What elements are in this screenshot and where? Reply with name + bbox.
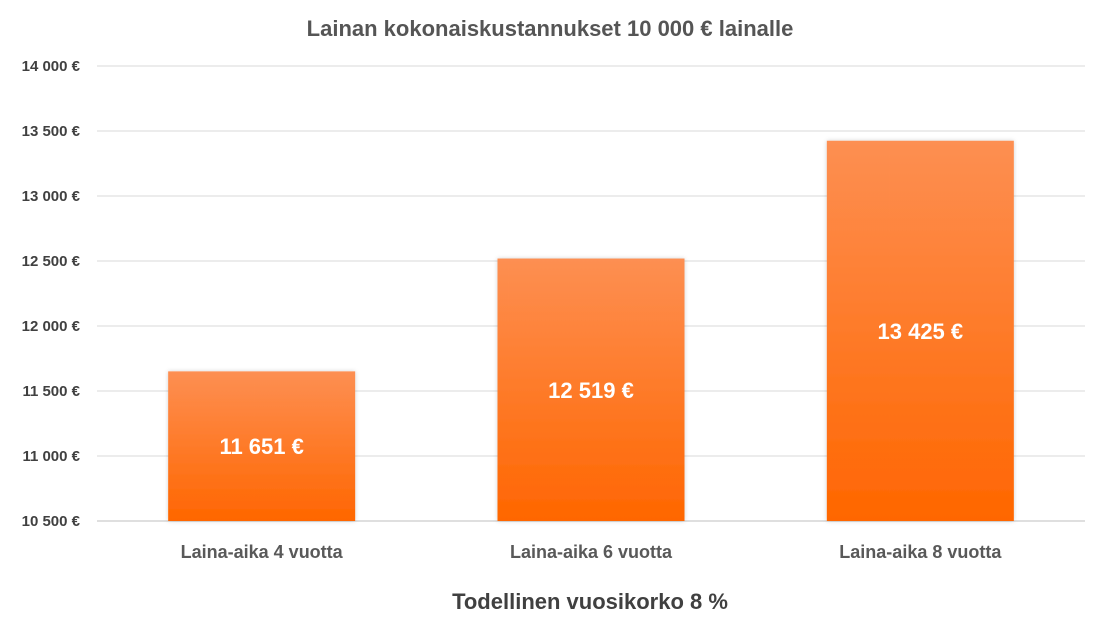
- data-label: 13 425 €: [878, 319, 964, 344]
- data-label: 11 651 €: [219, 434, 303, 459]
- x-axis-ticks: Laina-aika 4 vuotta Laina-aika 6 vuotta La…: [181, 542, 1003, 562]
- y-tick-label: 13 500 €: [22, 123, 81, 140]
- bars: 11 651 € 12 519 € 13 425 €: [168, 140, 1014, 521]
- x-tick-label: Laina-aika 4 vuotta: [181, 542, 344, 562]
- x-tick-label: Laina-aika 6 vuotta: [510, 542, 673, 562]
- x-axis-title: Todellinen vuosikorko 8 %: [452, 589, 728, 614]
- y-tick-label: 11 000 €: [22, 448, 80, 465]
- y-tick-label: 10 500 €: [22, 513, 81, 530]
- bar: [168, 371, 356, 521]
- y-tick-label: 11 500 €: [22, 383, 80, 400]
- y-tick-label: 14 000 €: [22, 58, 81, 75]
- y-tick-label: 12 000 €: [22, 318, 81, 335]
- x-tick-label: Laina-aika 8 vuotta: [839, 542, 1002, 562]
- y-tick-label: 12 500 €: [22, 253, 81, 270]
- bar: [497, 258, 685, 521]
- y-tick-label: 13 000 €: [22, 188, 81, 205]
- bar: [826, 140, 1014, 521]
- chart-title: Lainan kokonaiskustannukset 10 000 € lai…: [307, 16, 794, 41]
- data-label: 12 519 €: [548, 378, 634, 403]
- y-axis-ticks: 10 500 € 11 000 € 11 500 € 12 000 € 12 500 €…: [22, 58, 81, 530]
